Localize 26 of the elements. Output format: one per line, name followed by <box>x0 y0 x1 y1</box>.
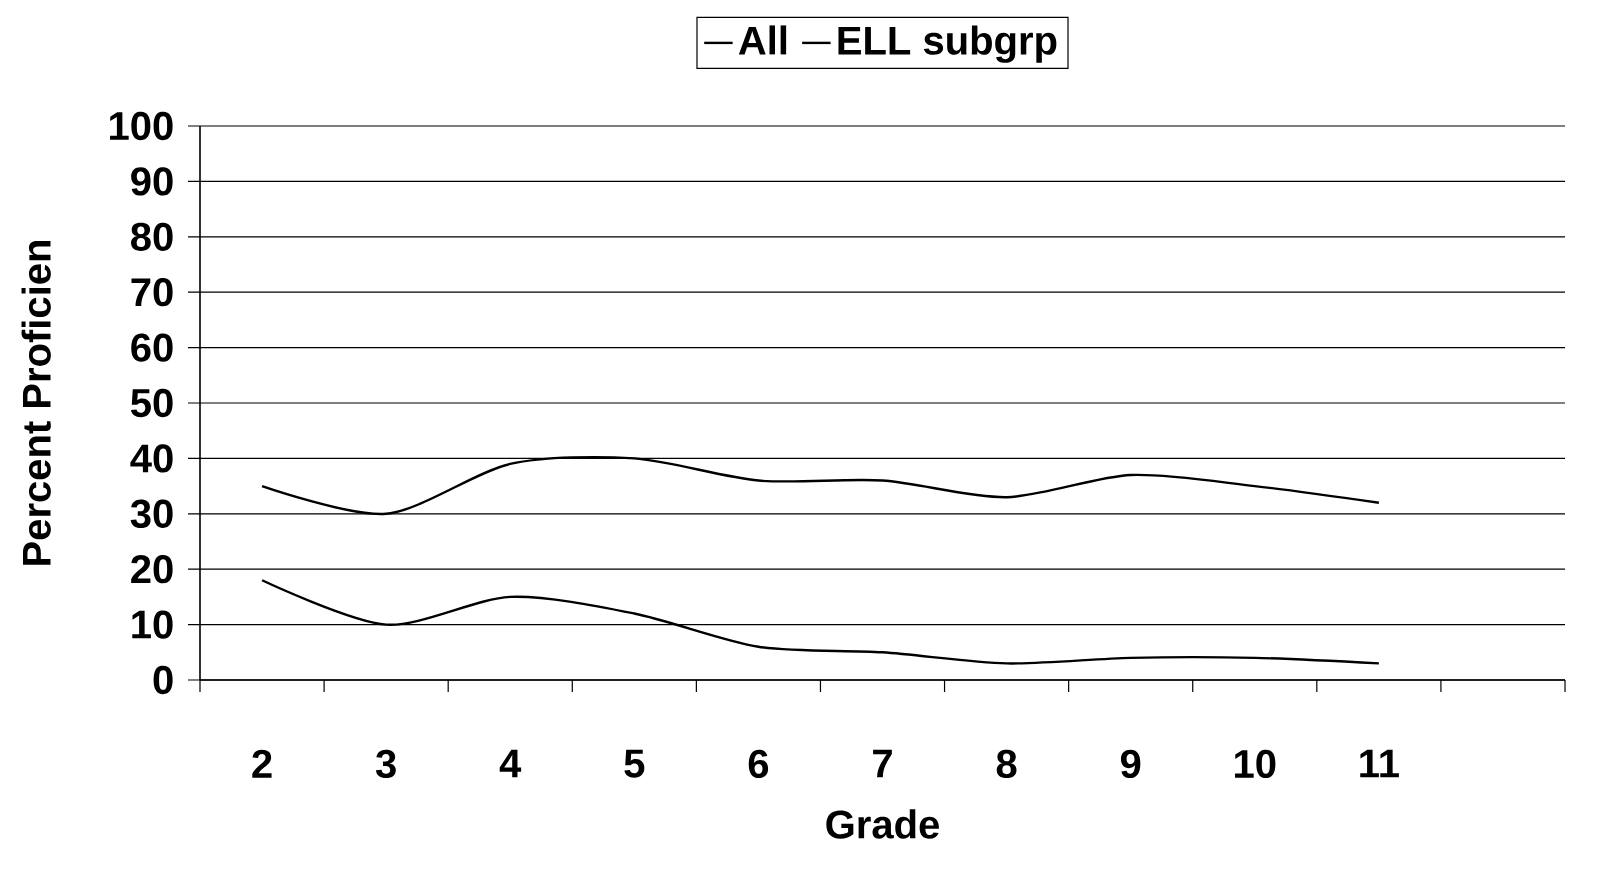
y-tick-label: 0 <box>153 665 173 695</box>
x-tick-label: 11 <box>1360 749 1399 778</box>
y-tick-label: 80 <box>131 222 173 251</box>
x-axis-title: Grade <box>826 809 939 839</box>
x-tick-label: 4 <box>499 749 522 778</box>
x-tick-label: 10 <box>1235 749 1276 779</box>
x-tick-label: 7 <box>873 749 892 778</box>
y-tick-label: 70 <box>131 278 173 307</box>
y-tick-label: 20 <box>131 555 173 584</box>
y-axis-title: Percent Proficien <box>21 241 51 565</box>
x-tick-label: 2 <box>252 749 272 778</box>
y-tick-label: 10 <box>132 610 173 639</box>
y-tick-label: 30 <box>130 499 173 528</box>
line-series <box>260 579 1381 665</box>
y-tick-label: 40 <box>130 444 173 473</box>
x-tick-label: 5 <box>624 749 645 778</box>
y-tick-label: 100 <box>110 111 173 141</box>
legend-label: All <box>738 25 787 55</box>
x-tick-label: 3 <box>375 749 396 779</box>
legend-label: ELL subgrp <box>838 25 1057 63</box>
y-tick-label: 50 <box>131 388 173 418</box>
x-tick-label: 8 <box>996 749 1017 779</box>
y-tick-label: 90 <box>131 167 173 196</box>
x-tick-label: 9 <box>1120 749 1141 779</box>
x-tick-label: 6 <box>748 749 769 779</box>
y-tick-label: 60 <box>131 333 173 362</box>
